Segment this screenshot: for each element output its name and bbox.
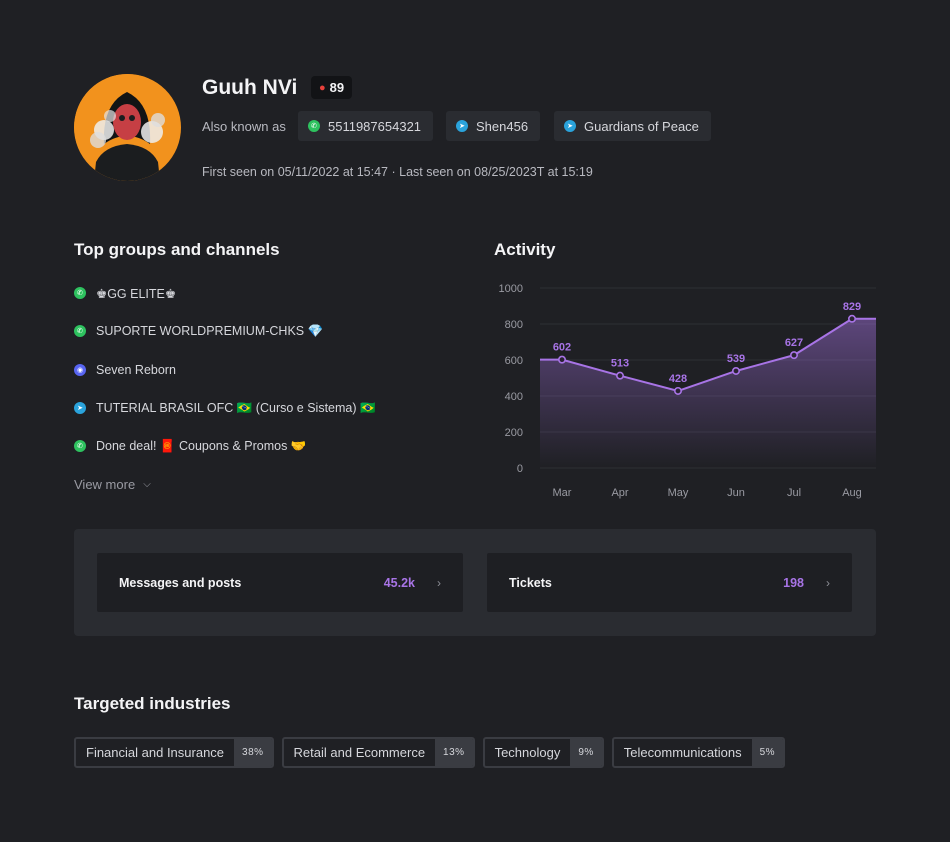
x-tick-label: Aug bbox=[842, 487, 862, 499]
data-point bbox=[674, 386, 683, 395]
activity-title: Activity bbox=[494, 240, 556, 259]
aka-label: Also known as bbox=[202, 119, 286, 134]
x-tick-label: Mar bbox=[553, 487, 572, 499]
data-label: 627 bbox=[785, 337, 803, 349]
telegram-icon: ➤ bbox=[564, 120, 576, 132]
whatsapp-icon: ✆ bbox=[74, 287, 86, 299]
discord-icon: ◉ bbox=[74, 363, 86, 376]
data-label: 602 bbox=[553, 342, 571, 354]
industry-pct: 5% bbox=[751, 739, 784, 766]
alias-text: Guardians of Peace bbox=[584, 118, 699, 134]
y-tick-label: 0 bbox=[517, 463, 523, 475]
whatsapp-icon: ✆ bbox=[74, 325, 86, 338]
view-more-label: View more bbox=[74, 477, 136, 492]
data-label: 513 bbox=[611, 358, 629, 370]
alias-chip-telegram[interactable]: ➤ Shen456 bbox=[446, 111, 541, 141]
industry-pct: 38% bbox=[234, 739, 272, 766]
data-label: 539 bbox=[727, 353, 745, 365]
data-point bbox=[732, 366, 741, 375]
x-tick-label: May bbox=[668, 487, 689, 499]
industry-tag[interactable]: Financial and Insurance 38% bbox=[74, 737, 274, 768]
stat-label: Messages and posts bbox=[119, 575, 242, 590]
y-tick-label: 200 bbox=[505, 427, 523, 439]
y-tick-label: 800 bbox=[505, 319, 523, 331]
industries-tags: Financial and Insurance 38% Retail and Ec… bbox=[74, 737, 786, 768]
profile-name: Guuh NVi bbox=[202, 76, 298, 99]
data-label: 829 bbox=[843, 301, 861, 313]
industry-name: Retail and Ecommerce bbox=[293, 745, 426, 760]
score-badge: ● 89 bbox=[311, 76, 353, 99]
industries-title: Targeted industries bbox=[74, 694, 231, 713]
data-point bbox=[847, 314, 856, 323]
activity-chart: 0 200 400 600 800 1000 602 Mar 513 Apr 428 May 539 Ju… bbox=[499, 283, 876, 499]
industry-tag[interactable]: Technology 9% bbox=[482, 737, 604, 768]
group-name: SUPORTE WORLDPREMIUM-CHKS 💎 bbox=[96, 324, 324, 339]
alias-chip-whatsapp[interactable]: ✆ 5511987654321 bbox=[298, 111, 434, 141]
alias-chip-telegram[interactable]: ➤ Guardians of Peace bbox=[554, 111, 711, 141]
list-item[interactable]: ✆ SUPORTE WORLDPREMIUM-CHKS 💎 bbox=[74, 324, 464, 362]
industry-tag[interactable]: Retail and Ecommerce 13% bbox=[281, 737, 475, 768]
stat-value: 198 bbox=[783, 575, 804, 590]
stat-messages[interactable]: Messages and posts 45.2k › bbox=[97, 553, 463, 612]
data-point bbox=[616, 371, 625, 380]
industry-name: Financial and Insurance bbox=[86, 745, 225, 760]
list-item[interactable]: ◉ Seven Reborn bbox=[74, 363, 464, 401]
telegram-icon: ➤ bbox=[456, 120, 468, 132]
seen-info: First seen on 05/11/2022 at 15:47 · Last… bbox=[202, 165, 593, 179]
x-tick-label: Jul bbox=[787, 487, 801, 499]
stat-label: Tickets bbox=[509, 575, 552, 590]
score-value: 89 bbox=[329, 80, 345, 95]
chevron-right-icon: › bbox=[437, 575, 441, 590]
view-more-button[interactable]: View more ⌵ bbox=[74, 477, 151, 492]
avatar bbox=[74, 74, 181, 181]
list-item[interactable]: ✆ ♚GG ELITE♚ bbox=[74, 286, 464, 324]
alias-text: Shen456 bbox=[476, 118, 529, 134]
stats-panel: Messages and posts 45.2k › Tickets 198 › bbox=[74, 529, 876, 636]
stat-value: 45.2k bbox=[383, 575, 415, 590]
group-name: Done deal! 🧧 Coupons & Promos 🤝 bbox=[96, 439, 307, 454]
y-tick-label: 400 bbox=[505, 391, 523, 403]
group-name: ♚GG ELITE♚ bbox=[96, 287, 177, 301]
industry-name: Telecommunications bbox=[623, 745, 742, 760]
industry-pct: 9% bbox=[570, 739, 602, 766]
data-point bbox=[789, 351, 798, 360]
y-tick-label: 600 bbox=[505, 355, 523, 367]
flame-icon: ● bbox=[319, 81, 326, 94]
whatsapp-icon: ✆ bbox=[308, 120, 320, 132]
x-tick-label: Apr bbox=[611, 487, 628, 499]
x-tick-label: Jun bbox=[727, 487, 745, 499]
groups-title: Top groups and channels bbox=[74, 240, 280, 259]
list-item[interactable]: ➤ TUTERIAL BRASIL OFC 🇧🇷 (Curso e Sistema… bbox=[74, 401, 464, 439]
list-item[interactable]: ✆ Done deal! 🧧 Coupons & Promos 🤝 bbox=[74, 439, 464, 477]
data-point bbox=[558, 355, 567, 364]
chevron-down-icon: ⌵ bbox=[143, 479, 151, 490]
groups-list: ✆ ♚GG ELITE♚ ✆ SUPORTE WORLDPREMIUM-CHKS 💎… bbox=[74, 286, 464, 477]
industry-pct: 13% bbox=[435, 739, 473, 766]
chevron-right-icon: › bbox=[826, 575, 830, 590]
whatsapp-icon: ✆ bbox=[74, 440, 86, 453]
y-tick-label: 1000 bbox=[499, 283, 523, 295]
stat-tickets[interactable]: Tickets 198 › bbox=[487, 553, 852, 612]
telegram-icon: ➤ bbox=[74, 401, 86, 414]
industry-tag[interactable]: Telecommunications 5% bbox=[611, 737, 786, 768]
chart-area bbox=[540, 318, 876, 468]
group-name: TUTERIAL BRASIL OFC 🇧🇷 (Curso e Sistema)… bbox=[96, 400, 376, 415]
group-name: Seven Reborn bbox=[96, 362, 176, 377]
data-label: 428 bbox=[669, 373, 687, 385]
industry-name: Technology bbox=[494, 745, 561, 760]
series-line bbox=[540, 317, 876, 393]
alias-text: 5511987654321 bbox=[328, 118, 422, 134]
